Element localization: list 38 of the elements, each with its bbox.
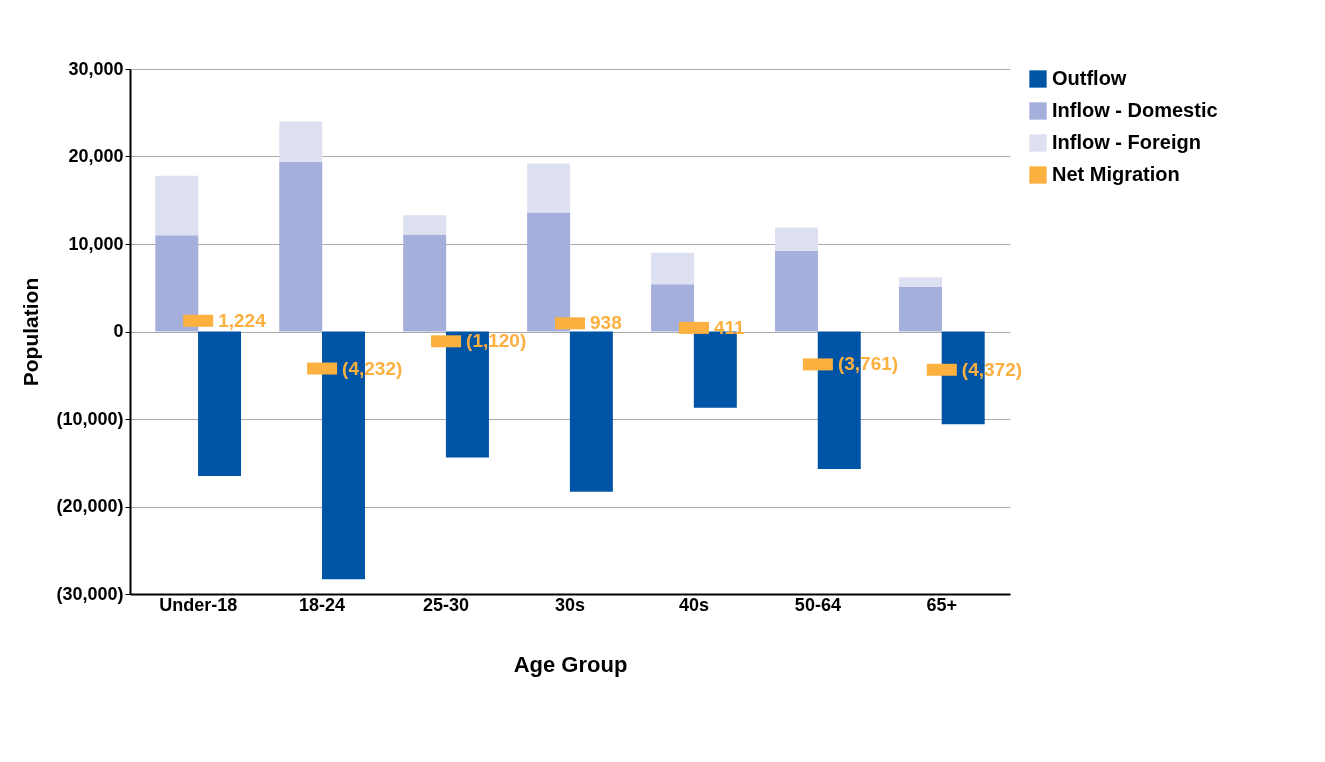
bar — [198, 331, 242, 476]
x-tick-label: Under-18 — [159, 594, 238, 615]
bar — [569, 331, 613, 492]
y-tick-label: 30,000 — [68, 58, 124, 79]
y-tick-label: 0 — [113, 321, 124, 341]
legend-label: Outflow — [1052, 67, 1127, 89]
bar — [155, 235, 199, 332]
bar — [527, 212, 571, 332]
x-tick-label: 18-24 — [299, 594, 346, 615]
x-tick-label: 40s — [678, 594, 709, 615]
bar — [775, 251, 819, 332]
bar — [279, 121, 323, 162]
legend-label: Net Migration — [1052, 163, 1180, 185]
bar — [898, 286, 942, 332]
bar — [651, 252, 695, 285]
legend-label: Inflow - Domestic — [1052, 99, 1218, 121]
y-axis-title: Population — [19, 277, 43, 387]
x-tick-label: 50-64 — [794, 594, 841, 615]
y-tick-label: (30,000) — [56, 583, 124, 604]
x-tick-label: 25-30 — [423, 594, 470, 615]
legend-label: Inflow - Foreign — [1052, 131, 1201, 153]
x-tick-label: 30s — [554, 594, 586, 615]
bar — [403, 215, 447, 235]
data-label: 938 — [590, 312, 622, 334]
bar — [527, 163, 571, 213]
data-label: 1,224 — [218, 309, 267, 331]
y-tick-label: (10,000) — [56, 408, 124, 429]
bar — [403, 234, 447, 332]
x-axis-title: Age Group — [513, 651, 628, 677]
bar — [651, 284, 695, 332]
y-tick-label: 10,000 — [68, 233, 124, 254]
bar — [775, 227, 819, 251]
bar — [155, 175, 199, 236]
bar — [898, 277, 942, 287]
y-tick-label: (20,000) — [56, 496, 124, 516]
bar — [279, 161, 323, 332]
y-tick-label: 20,000 — [68, 146, 124, 166]
x-tick-label: 65+ — [926, 594, 958, 615]
